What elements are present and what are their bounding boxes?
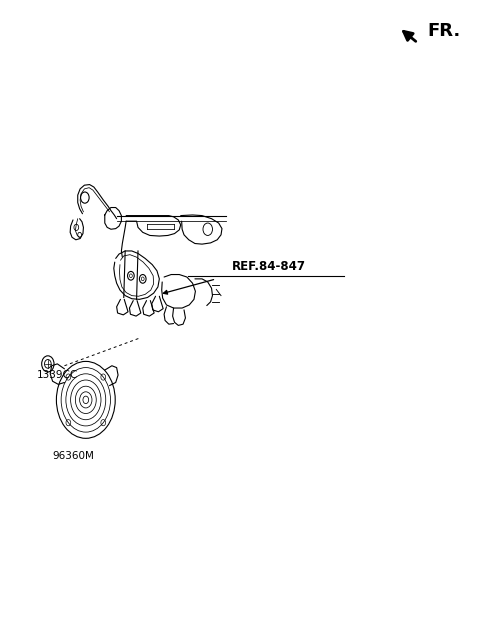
Text: FR.: FR.: [427, 22, 461, 39]
Text: 1339CC: 1339CC: [37, 370, 78, 380]
Text: REF.84-847: REF.84-847: [231, 260, 305, 273]
Text: 96360M: 96360M: [52, 451, 94, 461]
